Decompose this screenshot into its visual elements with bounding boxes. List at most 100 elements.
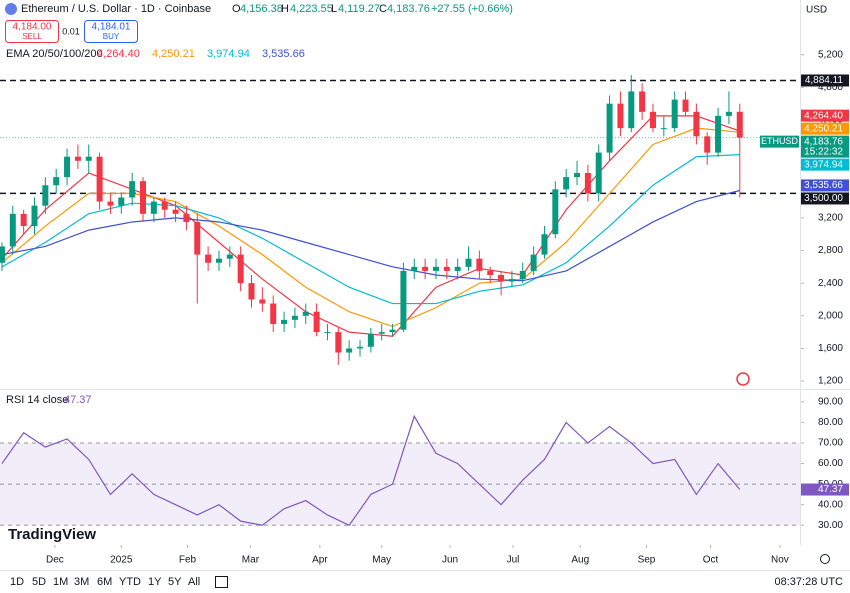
candle-body xyxy=(53,177,60,186)
logo: TradingView xyxy=(8,526,96,543)
range-button[interactable]: 1M xyxy=(53,576,68,588)
candle-body xyxy=(215,258,222,263)
price-label: 4,250.21 xyxy=(804,123,843,134)
candle-body xyxy=(443,266,450,271)
range-button[interactable]: 5Y xyxy=(168,576,182,588)
candle-body xyxy=(85,156,92,161)
y-tick-label: 3,200 xyxy=(818,213,843,224)
buy-price[interactable]: 4,184.01 xyxy=(92,22,131,33)
candle-body xyxy=(172,209,179,214)
candle-body xyxy=(31,205,38,227)
candle-body xyxy=(161,201,168,210)
x-tick-label: May xyxy=(372,555,391,566)
candle-body xyxy=(324,332,331,334)
candle-body xyxy=(96,156,103,202)
candle-body xyxy=(682,99,689,112)
candle-body xyxy=(704,136,711,153)
candle-body xyxy=(42,185,49,206)
y-tick-label: 70.00 xyxy=(818,438,843,449)
candle-body xyxy=(498,274,505,282)
price-label: 3,500.00 xyxy=(804,193,843,204)
range-button[interactable]: All xyxy=(188,576,200,588)
candle-body xyxy=(508,279,515,282)
candle-body xyxy=(129,181,136,198)
sell-label[interactable]: SELL xyxy=(22,32,42,41)
range-button[interactable]: 1Y xyxy=(148,576,162,588)
price-label-bg xyxy=(801,179,849,192)
candle-body xyxy=(150,201,157,214)
candle-body xyxy=(617,103,624,129)
x-tick-label: Jun xyxy=(442,555,458,566)
x-tick-label: Mar xyxy=(242,555,260,566)
x-tick-label: Aug xyxy=(571,555,589,566)
candle-body xyxy=(628,91,635,129)
price-label: 3,974.94 xyxy=(804,159,843,170)
x-tick-label: Oct xyxy=(703,555,719,566)
range-button[interactable]: 3M xyxy=(74,576,89,588)
candle-body xyxy=(313,311,320,333)
price-label-bg xyxy=(801,192,849,205)
countdown: 15:22:32 xyxy=(804,146,843,157)
candle-body xyxy=(270,303,277,324)
price-label: 4,264.40 xyxy=(804,110,843,121)
y-tick-label: 80.00 xyxy=(818,417,843,428)
range-button[interactable]: 5D xyxy=(32,576,46,588)
x-tick-label: Nov xyxy=(771,555,789,566)
y-tick-label: 40.00 xyxy=(818,499,843,510)
range-button[interactable]: YTD xyxy=(119,576,141,588)
spread: 0.01 xyxy=(62,26,80,36)
candle-body xyxy=(715,115,722,153)
candle-body xyxy=(259,299,266,304)
candle-body xyxy=(606,103,613,153)
candle-body xyxy=(454,266,461,271)
sell-button[interactable] xyxy=(5,20,59,43)
price-label: 4,183.76 xyxy=(804,136,843,147)
ema-line xyxy=(1,154,740,305)
rsi-value-label: 47.37 xyxy=(818,484,843,495)
settings-icon[interactable] xyxy=(820,554,830,564)
range-button[interactable]: 1D xyxy=(10,576,24,588)
candle-body xyxy=(367,333,374,347)
candle-body xyxy=(237,254,244,284)
candle-body xyxy=(205,254,212,263)
range-button[interactable]: 6M xyxy=(97,576,112,588)
y-tick-label: 1,600 xyxy=(818,343,843,354)
candle-body xyxy=(552,189,559,235)
candle-body xyxy=(465,258,472,267)
price-label-bg xyxy=(801,109,849,122)
buy-label[interactable]: BUY xyxy=(103,32,120,41)
ohlc-key: O xyxy=(232,3,241,15)
date-range-icon[interactable] xyxy=(215,576,228,588)
indicator-value: 3,535.66 xyxy=(262,48,305,60)
indicator-value: 3,974.94 xyxy=(207,48,250,60)
symbol-icon xyxy=(5,3,17,15)
y-tick-label: 2,400 xyxy=(818,278,843,289)
candle-body xyxy=(422,266,429,271)
ohlc-key: L xyxy=(331,3,337,15)
candle-body xyxy=(432,266,439,271)
clock: 08:37:28 UTC xyxy=(775,576,844,588)
buy-button[interactable] xyxy=(84,20,138,43)
x-tick-label: Dec xyxy=(46,555,64,566)
price-label: 3,535.66 xyxy=(804,180,843,191)
x-tick-label: Apr xyxy=(312,555,328,566)
sell-price[interactable]: 4,184.00 xyxy=(13,22,52,33)
candle-body xyxy=(476,258,483,271)
rsi-value: 47.37 xyxy=(64,394,92,406)
x-tick-label: Feb xyxy=(179,555,197,566)
indicator-value: 4,250.21 xyxy=(152,48,195,60)
candle-body xyxy=(411,266,418,271)
candle-body xyxy=(140,181,147,214)
candle-body xyxy=(584,173,591,194)
event-icon[interactable] xyxy=(736,372,750,386)
candle-body xyxy=(639,91,646,112)
indicator-title: EMA 20/50/100/200 xyxy=(6,48,103,60)
symbol-title: Ethereum / U.S. Dollar · 1D · Coinbase xyxy=(21,3,211,15)
candle-body xyxy=(346,348,353,353)
candle-body xyxy=(563,177,570,190)
symbol-tag-bg xyxy=(760,135,799,148)
marks: Dec 2025 Feb Mar Apr May Jun Jul Aug Sep Oct Nov 1,2… xyxy=(0,49,849,566)
